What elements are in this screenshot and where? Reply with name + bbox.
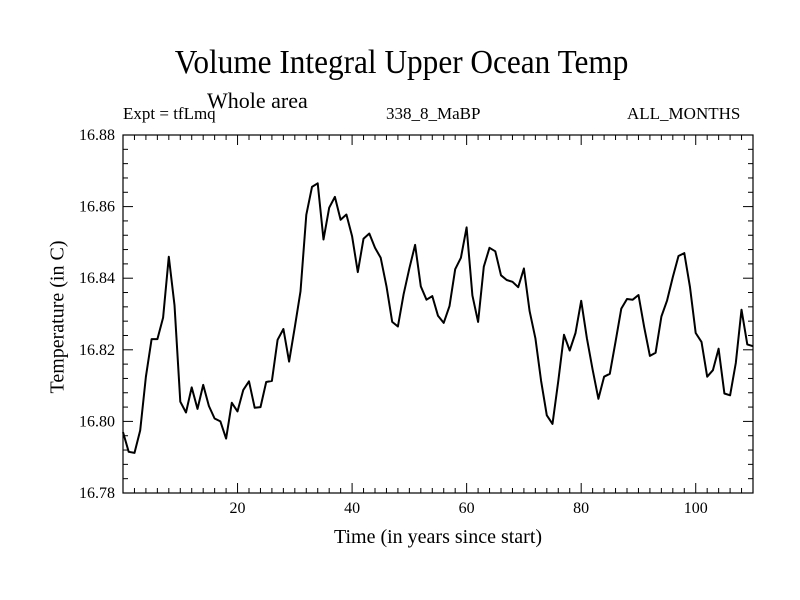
temperature-series-line [122,182,754,454]
y-tick-label: 16.78 [79,485,115,502]
y-tick-label: 16.86 [79,199,115,216]
x-tick-label: 100 [684,500,708,517]
run-label: 338_8_MaBP [386,104,481,123]
chart-subtitle: Whole area [207,88,308,113]
x-tick-label: 80 [573,500,589,517]
x-tick-label: 40 [344,500,360,517]
months-label: ALL_MONTHS [627,104,741,123]
x-tick-label: 60 [459,500,475,517]
x-axis-label: Time (in years since start) [333,526,543,548]
plot-frame [122,134,754,494]
y-tick-label: 16.80 [79,413,115,430]
x-tick-label: 20 [230,500,246,517]
chart-title: Volume Integral Upper Ocean Temp [174,44,629,81]
y-tick-label: 16.82 [79,342,115,359]
axis-ticks [123,135,753,493]
y-tick-label: 16.84 [79,270,115,287]
axis-tick-labels: 20 40 60 80 100 16.78 16.80 16.82 16.84 16.86 16.8… [79,127,708,517]
experiment-label: Expt = tfLmq [123,104,216,123]
y-tick-label: 16.88 [79,127,115,144]
